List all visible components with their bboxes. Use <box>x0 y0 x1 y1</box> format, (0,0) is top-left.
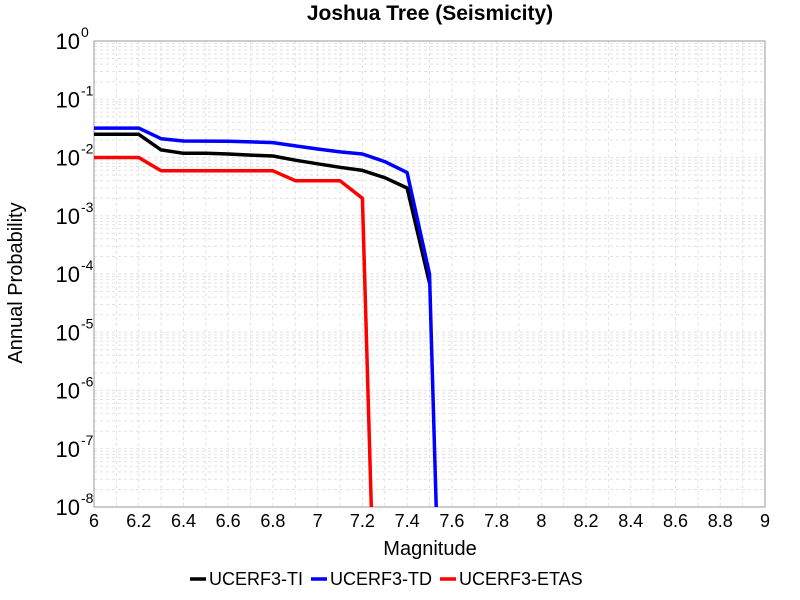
x-tick-label: 6.8 <box>260 511 285 531</box>
y-tick-label: 10 -7 <box>56 432 94 462</box>
x-tick-label: 6.6 <box>216 511 241 531</box>
y-tick-label: 10 -5 <box>56 315 94 345</box>
chart-title: Joshua Tree (Seismicity) <box>307 2 553 25</box>
y-tick-base: 10 <box>56 320 80 345</box>
x-tick-label: 7 <box>313 511 323 531</box>
series-layer <box>94 126 438 508</box>
x-axis-label: Magnitude <box>383 538 476 560</box>
y-tick-base: 10 <box>56 87 80 112</box>
x-tick-label: 6 <box>89 511 99 531</box>
y-tick-exponent: -7 <box>81 432 94 448</box>
x-axis-ticks: 6 6.2 6.4 6.6 6.8 7 7.2 7.4 7.6 7.8 8 8.2 8.4 8.6 8.8 9 <box>89 511 770 531</box>
y-tick-base: 10 <box>56 146 80 171</box>
x-tick-label: 6.4 <box>171 511 196 531</box>
x-tick-label: 8 <box>536 511 546 531</box>
y-tick-exponent: -6 <box>81 374 94 390</box>
x-tick-label: 7.6 <box>439 511 464 531</box>
y-tick-base: 10 <box>56 437 80 462</box>
x-tick-label: 6.2 <box>126 511 151 531</box>
y-axis-label: Annual Probability <box>5 202 27 363</box>
x-tick-label: 7.8 <box>484 511 509 531</box>
y-tick-exponent: -4 <box>81 257 94 273</box>
x-tick-label: 8.4 <box>618 511 643 531</box>
y-tick-base: 10 <box>56 204 80 229</box>
y-tick-label: 10 -1 <box>56 82 94 112</box>
legend-label: UCERF3-TI <box>209 569 303 589</box>
y-tick-exponent: 0 <box>81 24 89 40</box>
series-line-ucerf3-etas <box>94 155 374 508</box>
plot-area <box>93 40 766 508</box>
y-tick-exponent: -8 <box>81 490 94 506</box>
x-tick-label: 8.2 <box>574 511 599 531</box>
x-tick-label: 7.4 <box>395 511 420 531</box>
x-tick-label: 8.8 <box>708 511 733 531</box>
y-tick-label: 10 -4 <box>56 257 94 287</box>
y-tick-base: 10 <box>56 262 80 287</box>
y-tick-exponent: -1 <box>81 82 94 98</box>
y-tick-label: 10 -2 <box>56 141 94 171</box>
y-tick-label: 10 -8 <box>56 490 94 520</box>
series-line-ucerf3-ti <box>94 132 432 284</box>
legend-label: UCERF3-ETAS <box>459 569 583 589</box>
x-tick-label: 7.2 <box>350 511 375 531</box>
y-tick-base: 10 <box>56 379 80 404</box>
y-tick-base: 10 <box>56 495 80 520</box>
y-tick-base: 10 <box>56 29 80 54</box>
series-line-ucerf3-td <box>94 126 438 508</box>
y-tick-exponent: -2 <box>81 141 94 157</box>
y-tick-label: 10 0 <box>56 24 89 54</box>
legend-item-ucerf3-td: UCERF3-TD <box>311 569 432 589</box>
legend-label: UCERF3-TD <box>330 569 432 589</box>
y-tick-exponent: -3 <box>81 199 94 215</box>
legend-item-ucerf3-ti: UCERF3-TI <box>190 569 303 589</box>
y-tick-exponent: -5 <box>81 315 94 331</box>
x-tick-label: 8.6 <box>663 511 688 531</box>
y-tick-label: 10 -3 <box>56 199 94 229</box>
grid <box>93 41 766 508</box>
legend: UCERF3-TI UCERF3-TD UCERF3-ETAS <box>190 569 583 589</box>
y-tick-label: 10 -6 <box>56 374 94 404</box>
x-tick-label: 9 <box>760 511 770 531</box>
legend-item-ucerf3-etas: UCERF3-ETAS <box>440 569 583 589</box>
